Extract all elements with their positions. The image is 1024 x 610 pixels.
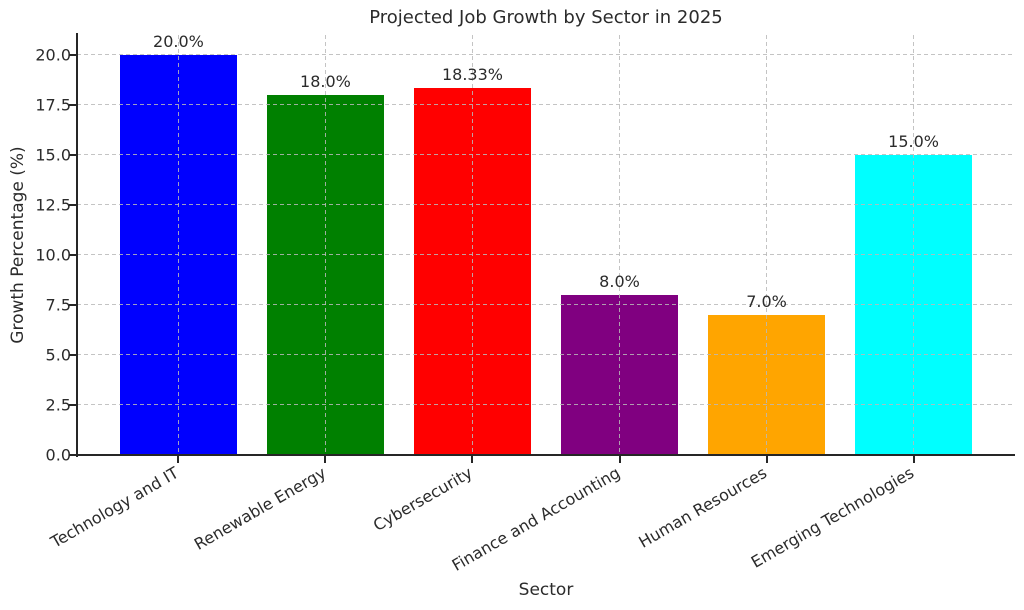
y-tick-label-17.5: 17.5 bbox=[35, 95, 71, 115]
y-tick-mark-5.0 bbox=[69, 354, 76, 356]
x-tick-label-technology-and-it: Technology and IT bbox=[47, 463, 182, 552]
chart-title: Projected Job Growth by Sector in 2025 bbox=[369, 7, 723, 28]
y-axis-spine bbox=[76, 33, 78, 457]
y-tick-mark-15.0 bbox=[69, 154, 76, 156]
y-tick-mark-17.5 bbox=[69, 104, 76, 106]
gridline-h-10.0 bbox=[77, 254, 1015, 255]
bar-value-label-human-resources: 7.0% bbox=[746, 292, 787, 311]
gridline-v-renewable-energy bbox=[324, 35, 326, 455]
x-tick-mark-technology-and-it bbox=[177, 456, 180, 463]
y-tick-label-15.0: 15.0 bbox=[35, 145, 71, 165]
bar-value-label-technology-and-it: 20.0% bbox=[153, 32, 204, 51]
gridline-v-human-resources bbox=[766, 35, 768, 455]
x-tick-label-human-resources: Human Resources bbox=[635, 463, 771, 552]
y-tick-mark-10.0 bbox=[69, 254, 76, 256]
x-tick-label-emerging-technologies: Emerging Technologies bbox=[747, 463, 918, 572]
y-tick-label-5.0: 5.0 bbox=[45, 345, 71, 365]
gridline-h-2.5 bbox=[77, 404, 1015, 405]
gridline-v-finance-and-accounting bbox=[619, 35, 620, 455]
x-tick-mark-human-resources bbox=[765, 456, 768, 463]
x-tick-mark-renewable-energy bbox=[324, 456, 327, 463]
gridline-h-5.0 bbox=[77, 354, 1015, 355]
x-tick-mark-cybersecurity bbox=[471, 456, 474, 463]
y-tick-label-2.5: 2.5 bbox=[45, 395, 71, 415]
y-tick-mark-0.0 bbox=[69, 454, 76, 456]
gridline-h-15.0 bbox=[77, 154, 1015, 155]
y-tick-mark-12.5 bbox=[69, 204, 76, 206]
gridline-v-cybersecurity bbox=[471, 35, 473, 455]
x-tick-mark-emerging-technologies bbox=[912, 456, 915, 463]
plot-area: 20.0% 18.0% 18.33% 8.0% 7.0% 15.0% bbox=[77, 32, 1015, 455]
bar-value-label-emerging-technologies: 15.0% bbox=[888, 132, 939, 151]
x-tick-label-renewable-energy: Renewable Energy bbox=[190, 463, 329, 554]
gridline-h-17.5 bbox=[77, 104, 1015, 105]
x-axis-label: Sector bbox=[518, 580, 574, 600]
bar-value-label-renewable-energy: 18.0% bbox=[300, 72, 351, 91]
gridline-h-12.5 bbox=[77, 204, 1015, 205]
gridline-v-technology-and-it bbox=[177, 35, 179, 455]
gridline-h-7.5 bbox=[77, 304, 1015, 305]
y-tick-label-10.0: 10.0 bbox=[35, 245, 71, 265]
gridline-h-20.0 bbox=[77, 54, 1015, 55]
y-tick-label-20.0: 20.0 bbox=[35, 45, 71, 65]
gridline-v-emerging-technologies bbox=[913, 35, 915, 455]
x-tick-label-cybersecurity: Cybersecurity bbox=[370, 463, 476, 536]
bar-value-label-cybersecurity: 18.33% bbox=[441, 65, 503, 85]
x-axis-spine bbox=[76, 454, 1015, 456]
y-tick-mark-7.5 bbox=[69, 304, 76, 306]
bar-value-label-finance-and-accounting: 8.0% bbox=[599, 272, 640, 291]
y-tick-label-7.5: 7.5 bbox=[45, 295, 71, 315]
y-tick-mark-20.0 bbox=[69, 54, 76, 56]
x-tick-mark-finance-and-accounting bbox=[618, 456, 621, 463]
y-tick-label-0.0: 0.0 bbox=[45, 445, 71, 465]
y-tick-mark-2.5 bbox=[69, 404, 76, 406]
y-tick-label-12.5: 12.5 bbox=[35, 195, 71, 215]
